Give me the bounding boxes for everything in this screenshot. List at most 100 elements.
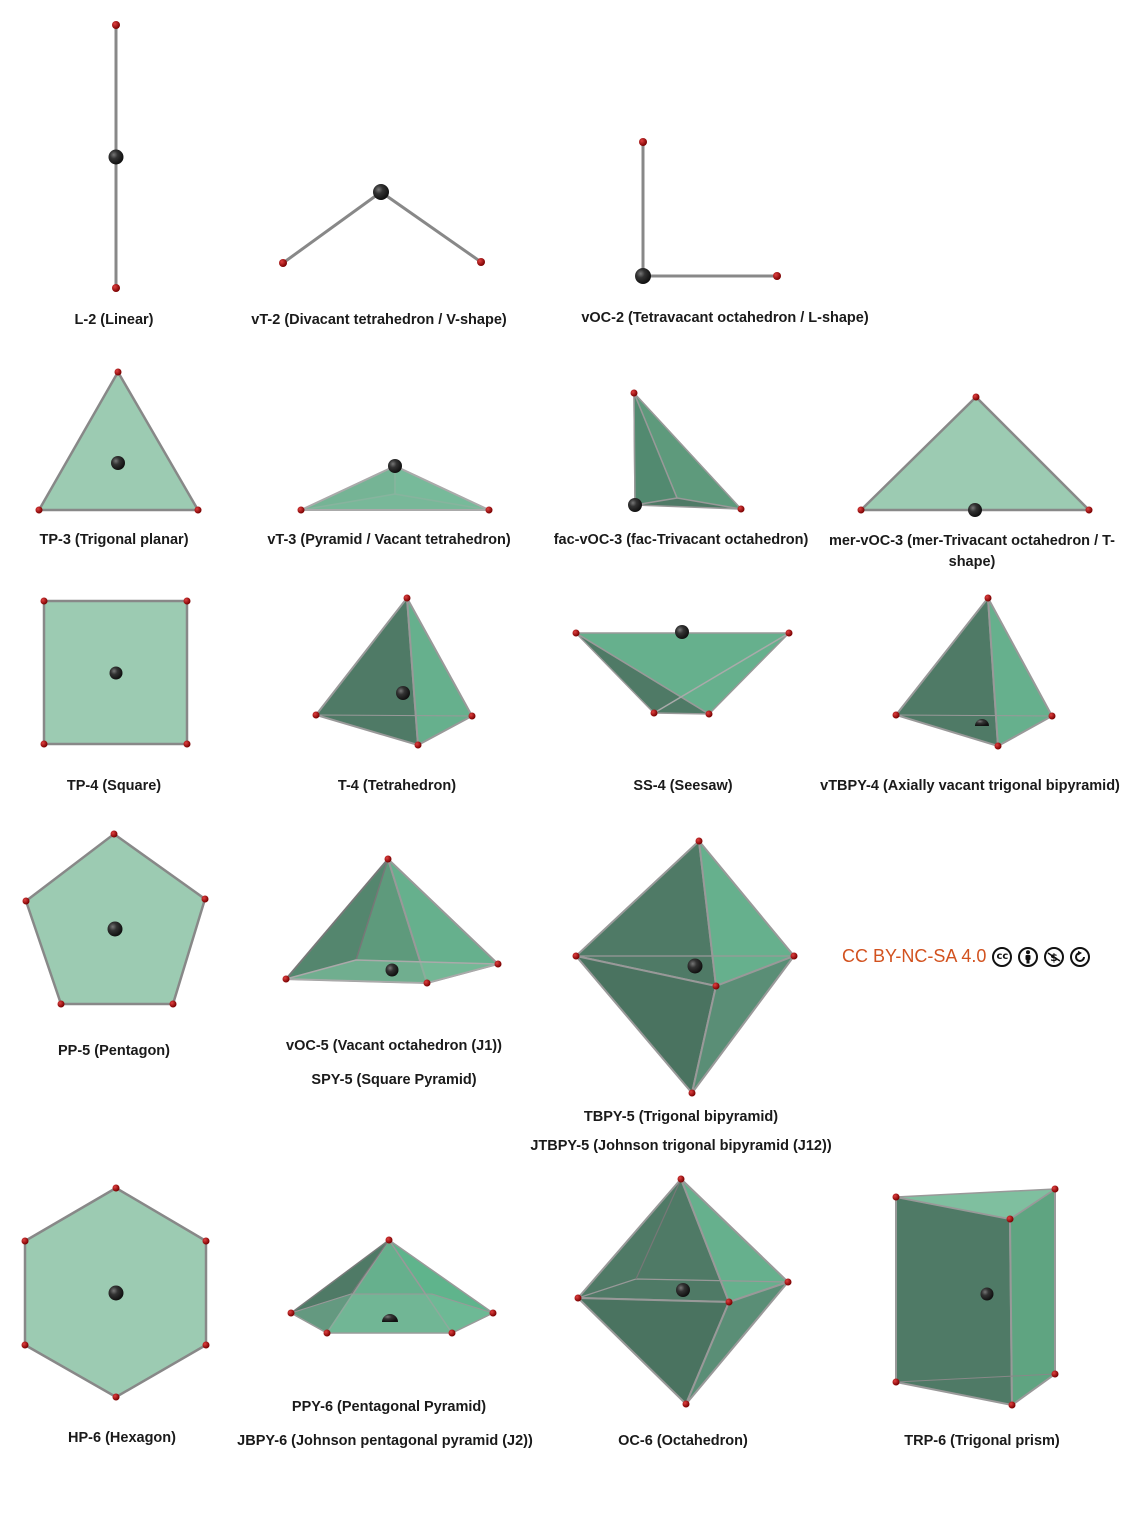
tp4-square [40, 597, 191, 748]
vertex [639, 138, 647, 146]
facvoc3-trivacant [628, 389, 745, 513]
vertex [201, 895, 209, 903]
by-person-icon [1018, 946, 1039, 967]
ppy6-pentagonal-pyramid [287, 1236, 497, 1337]
license-text: CC BY-NC-SA 4.0 [842, 946, 987, 966]
label-ss4: SS-4 (Seesaw) [633, 778, 733, 794]
face [857, 395, 1093, 512]
vertex [712, 982, 720, 990]
vertex [403, 594, 411, 602]
vertex [279, 259, 287, 267]
central-atom [382, 1314, 398, 1322]
central-atom [676, 1283, 690, 1297]
hidden-edge [315, 714, 473, 717]
central-atom [635, 268, 651, 284]
vertex [1006, 1215, 1014, 1223]
label-tp3: TP-3 (Trigonal planar) [39, 532, 189, 548]
label-vt3: vT-3 (Pyramid / Vacant tetrahedron) [267, 532, 511, 548]
label-trp6: TRP-6 (Trigonal prism) [904, 1433, 1060, 1449]
central-atom [396, 686, 410, 700]
vertex [857, 506, 865, 514]
vertex [112, 284, 120, 292]
vertex [22, 897, 30, 905]
face [633, 392, 679, 506]
face [406, 597, 474, 747]
vt2-vshape [279, 184, 485, 267]
vertex [1085, 506, 1093, 514]
central-atom [373, 184, 389, 200]
central-atom [675, 625, 689, 639]
label-pp5: PP-5 (Pentagon) [58, 1043, 170, 1059]
vertex [725, 1298, 733, 1306]
ss4-seesaw [572, 625, 793, 718]
hidden-edge [635, 1178, 682, 1280]
vertex [468, 712, 476, 720]
label-voc5: vOC-5 (Vacant octahedron (J1)) [286, 1038, 502, 1054]
hidden-edge [895, 714, 1053, 717]
vertex [477, 258, 485, 266]
label-hp6: HP-6 (Hexagon) [68, 1430, 176, 1446]
vertex [57, 1000, 65, 1008]
label-oc6: OC-6 (Octahedron) [618, 1433, 748, 1449]
vertex [40, 597, 48, 605]
vertex [282, 975, 290, 983]
face [1008, 1187, 1056, 1407]
vertex [572, 952, 580, 960]
vertex [183, 740, 191, 748]
label-voc2: vOC-2 (Tetravacant octahedron / L-shape) [581, 310, 869, 326]
vertex [194, 506, 202, 514]
vertex [312, 711, 320, 719]
label-t4: T-4 (Tetrahedron) [337, 778, 457, 794]
vertex [682, 1400, 690, 1408]
vertex [1051, 1370, 1059, 1378]
vertex [202, 1237, 210, 1245]
label-tbpy5: TBPY-5 (Trigonal bipyramid) [583, 1109, 779, 1125]
face [895, 1188, 1058, 1220]
cc-icon: cc [992, 946, 1013, 967]
face [300, 464, 490, 511]
label-vt2: vT-2 (Divacant tetrahedron / V-shape) [251, 312, 507, 328]
hidden-edge [895, 1373, 1056, 1383]
vertex [677, 1175, 685, 1183]
face [987, 597, 1054, 748]
central-atom [111, 456, 125, 470]
central-atom [687, 958, 703, 974]
license-badge: CC BY-NC-SA 4.0 cc $ [842, 946, 1091, 967]
face [895, 1195, 1014, 1407]
vertex [784, 1278, 792, 1286]
vertex [494, 960, 502, 968]
label-spy5: SPY-5 (Square Pyramid) [311, 1072, 477, 1088]
label-ppy6: PPY-6 (Pentagonal Pyramid) [291, 1399, 487, 1415]
vertex [169, 1000, 177, 1008]
oc6-octahedron [574, 1175, 792, 1408]
l2-linear-shape [108, 21, 124, 292]
t4-tetrahedron [312, 594, 476, 749]
vertex [785, 629, 793, 637]
vertex [323, 1329, 331, 1337]
central-atom [980, 1287, 994, 1301]
voc5-square-pyramid [282, 855, 502, 987]
vertex [112, 1393, 120, 1401]
trp6-trigonal-prism [892, 1185, 1059, 1409]
vertex [705, 710, 713, 718]
vertex [737, 505, 745, 513]
central-atom [385, 963, 399, 977]
vertex [650, 709, 658, 717]
vertex [40, 740, 48, 748]
vertex [112, 21, 120, 29]
vertex [688, 1089, 696, 1097]
vertex [114, 368, 122, 376]
label-jtbpy5: JTBPY-5 (Johnson trigonal bipyramid (J12… [530, 1138, 832, 1154]
vertex [297, 506, 305, 514]
vertex [202, 1341, 210, 1349]
central-atom [108, 1285, 124, 1301]
face [691, 953, 797, 1094]
vt3-pyramid [297, 459, 493, 514]
vertex [423, 979, 431, 987]
face [575, 1296, 731, 1406]
vertex [630, 389, 638, 397]
tp3-trigonal-planar [35, 368, 202, 514]
vertex [183, 597, 191, 605]
vertex [574, 1294, 582, 1302]
hp6-hexagon [21, 1184, 210, 1401]
